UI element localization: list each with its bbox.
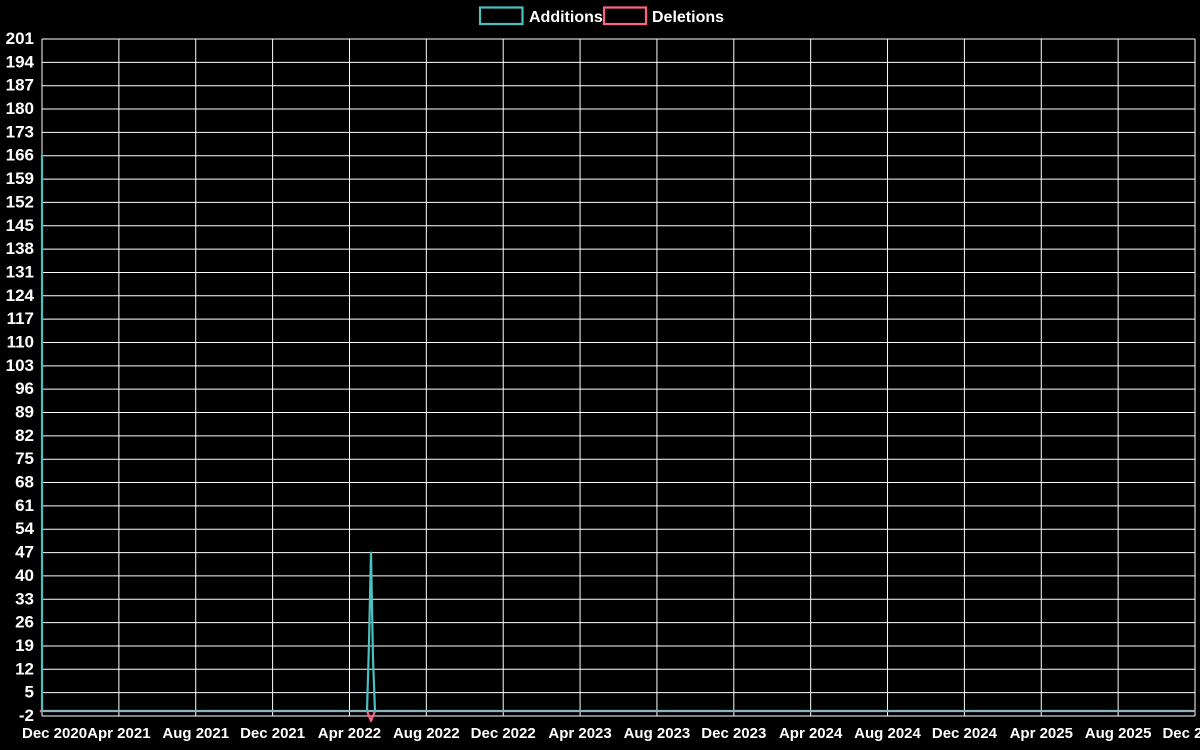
- svg-text:33: 33: [15, 589, 34, 608]
- svg-text:96: 96: [15, 379, 34, 398]
- svg-text:61: 61: [15, 496, 34, 515]
- svg-text:Dec 2023: Dec 2023: [701, 725, 766, 742]
- svg-text:Aug 2023: Aug 2023: [624, 725, 691, 742]
- svg-text:26: 26: [15, 613, 34, 632]
- svg-text:Dec 2025: Dec 2025: [1162, 725, 1200, 742]
- svg-text:Dec 2020: Dec 2020: [22, 725, 87, 742]
- svg-text:47: 47: [15, 543, 34, 562]
- svg-text:131: 131: [6, 262, 34, 281]
- svg-text:194: 194: [6, 52, 35, 71]
- svg-text:117: 117: [7, 309, 34, 328]
- svg-text:82: 82: [15, 426, 34, 445]
- svg-text:Deletions: Deletions: [652, 9, 724, 26]
- svg-text:89: 89: [15, 403, 34, 422]
- svg-text:Aug 2025: Aug 2025: [1085, 725, 1152, 742]
- svg-text:159: 159: [6, 169, 34, 188]
- svg-text:Dec 2022: Dec 2022: [471, 725, 536, 742]
- svg-text:Aug 2022: Aug 2022: [393, 725, 460, 742]
- svg-text:103: 103: [6, 356, 34, 375]
- svg-text:Apr 2024: Apr 2024: [779, 725, 843, 742]
- svg-text:Dec 2024: Dec 2024: [932, 725, 998, 742]
- svg-text:Apr 2021: Apr 2021: [87, 725, 150, 742]
- svg-text:Apr 2023: Apr 2023: [548, 725, 611, 742]
- svg-text:Aug 2021: Aug 2021: [162, 725, 229, 742]
- svg-text:19: 19: [15, 636, 34, 655]
- svg-text:75: 75: [15, 449, 34, 468]
- svg-text:Dec 2021: Dec 2021: [240, 725, 305, 742]
- svg-text:166: 166: [6, 146, 34, 165]
- svg-text:Apr 2022: Apr 2022: [318, 725, 381, 742]
- svg-text:-2: -2: [19, 706, 34, 725]
- svg-text:12: 12: [15, 659, 34, 678]
- svg-text:173: 173: [6, 122, 34, 141]
- svg-text:68: 68: [15, 473, 34, 492]
- svg-text:110: 110: [7, 332, 34, 351]
- svg-text:Apr 2025: Apr 2025: [1010, 725, 1073, 742]
- svg-text:180: 180: [6, 99, 34, 118]
- svg-text:187: 187: [6, 76, 34, 95]
- svg-text:124: 124: [6, 286, 35, 305]
- svg-text:152: 152: [6, 192, 34, 211]
- svg-text:40: 40: [15, 566, 34, 585]
- svg-text:54: 54: [15, 519, 34, 538]
- svg-text:145: 145: [6, 216, 34, 235]
- svg-text:201: 201: [6, 29, 34, 48]
- svg-text:5: 5: [25, 683, 34, 702]
- svg-text:Additions: Additions: [529, 9, 603, 26]
- svg-text:Aug 2024: Aug 2024: [854, 725, 921, 742]
- svg-text:138: 138: [6, 239, 34, 258]
